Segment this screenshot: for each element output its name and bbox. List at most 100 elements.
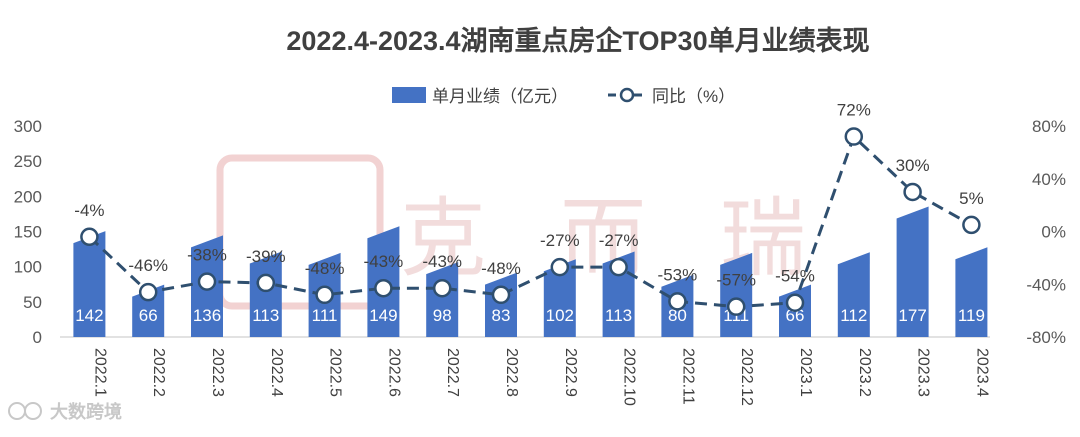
- bar: [955, 247, 988, 337]
- x-tick-label: 2022.2: [150, 348, 167, 397]
- yoy-label: -48%: [305, 259, 345, 278]
- bar-value-label: 102: [546, 306, 574, 325]
- bar: [132, 284, 165, 337]
- y-left-tick: 0: [33, 328, 42, 347]
- yoy-marker: [903, 182, 922, 202]
- yoy-labels: -4%-46%-38% -39%-48% -43% -43% -48%-27% -27%-…: [74, 101, 983, 290]
- yoy-marker: [491, 285, 511, 305]
- x-tick-label: 2022.8: [503, 348, 520, 397]
- bar-value-label: 80: [668, 306, 687, 325]
- yoy-marker: [844, 127, 864, 146]
- brand-name: 大数跨境: [50, 401, 122, 422]
- bar-value-label: 113: [252, 306, 279, 325]
- x-tick-label: 2022.7: [444, 348, 461, 397]
- legend-bar-label: 单月业绩（亿元）: [432, 87, 568, 106]
- yoy-label: -43%: [422, 252, 462, 271]
- bar-value-label: 119: [958, 306, 985, 325]
- yoy-label: -57%: [716, 271, 756, 290]
- y-left-tick: 150: [14, 223, 42, 242]
- yoy-label: -54%: [775, 267, 815, 286]
- x-tick-label: 2022.6: [385, 348, 402, 397]
- x-tick-label: 2023.2: [856, 348, 873, 397]
- yoy-marker: [609, 257, 628, 277]
- y-axis-right: -80% -40% 0% 40% 80%: [1026, 117, 1066, 347]
- yoy-marker: [432, 278, 452, 298]
- x-tick-label: 2022.4: [268, 348, 285, 397]
- bar-value-label: 113: [605, 306, 632, 325]
- yoy-marker: [668, 292, 687, 311]
- y-left-tick: 250: [14, 152, 42, 171]
- brand-logo: 大数跨境: [8, 401, 122, 422]
- legend-bar-swatch: [392, 87, 426, 103]
- yoy-label: -43%: [364, 252, 404, 271]
- yoy-label: -39%: [246, 247, 286, 266]
- yoy-marker: [315, 285, 334, 305]
- yoy-marker: [374, 278, 393, 298]
- y-axis-left: 0 50 100 150 200 250 300: [14, 117, 42, 347]
- chart-title: 2022.4-2023.4湖南重点房企TOP30单月业绩表现: [286, 25, 869, 56]
- yoy-marker: [785, 293, 805, 312]
- watermark-logo-frame: [216, 154, 384, 310]
- bar: [543, 259, 576, 337]
- y-right-tick: -40%: [1026, 275, 1066, 294]
- yoy-label: 30%: [896, 156, 930, 175]
- bar-value-label: 136: [193, 306, 221, 325]
- bar-value-label: 66: [786, 306, 805, 325]
- legend-line-label: 同比（%）: [652, 87, 735, 106]
- bar-value-label: 112: [840, 306, 867, 325]
- y-left-tick: 300: [14, 117, 42, 136]
- yoy-label: -38%: [187, 246, 227, 265]
- yoy-marker: [550, 257, 570, 277]
- x-tick-label: 2023.1: [797, 348, 814, 397]
- yoy-label: -48%: [481, 259, 521, 278]
- yoy-label: -53%: [658, 265, 698, 284]
- legend-line-marker: [619, 87, 635, 103]
- yoy-label: 5%: [959, 189, 984, 208]
- brand-icon-2: [24, 402, 42, 420]
- yoy-marker: [726, 297, 746, 316]
- x-tick-label: 2022.9: [562, 348, 579, 397]
- bar-series: [73, 206, 988, 337]
- y-right-tick: 80%: [1032, 117, 1066, 136]
- x-tick-label: 2022.12: [738, 348, 755, 406]
- bar-value-label: 83: [492, 306, 511, 325]
- y-left-tick: 50: [23, 293, 42, 312]
- bar: [249, 251, 282, 337]
- x-tick-label: 2022.1: [91, 348, 108, 397]
- bar-value-label: 98: [433, 306, 452, 325]
- x-tick-label: 2023.4: [973, 348, 990, 397]
- y-left-tick: 200: [14, 187, 42, 206]
- yoy-label: -27%: [540, 231, 580, 250]
- x-tick-label: 2022.3: [209, 348, 226, 397]
- yoy-label: -46%: [128, 256, 168, 275]
- yoy-marker: [256, 273, 276, 293]
- yoy-marker: [197, 272, 217, 291]
- y-right-tick: 40%: [1032, 170, 1066, 189]
- bar-value-label: 149: [369, 306, 397, 325]
- brand-icon: [8, 402, 26, 420]
- bar: [73, 231, 106, 337]
- x-tick-label: 2022.5: [327, 348, 344, 397]
- x-tick-label: 2023.3: [915, 348, 932, 397]
- bar: [896, 206, 929, 337]
- y-left-tick: 100: [14, 258, 42, 277]
- yoy-marker: [962, 215, 981, 235]
- bar-value-label: 111: [312, 306, 338, 325]
- bar-value-label: 66: [139, 306, 158, 325]
- y-right-tick: 0%: [1041, 223, 1066, 242]
- bar: [837, 252, 870, 337]
- y-right-tick: -80%: [1026, 328, 1066, 347]
- bar-value-labels: 1426613611311114998831021138011166112177…: [75, 306, 985, 325]
- yoy-label: 72%: [837, 101, 871, 120]
- bar-value-label: 142: [75, 306, 103, 325]
- yoy-label: -27%: [599, 231, 639, 250]
- yoy-label: -4%: [74, 201, 104, 220]
- bar: [720, 252, 753, 337]
- bar-value-label: 177: [898, 306, 926, 325]
- x-tick-label: 2022.10: [621, 348, 638, 406]
- bar: [485, 272, 517, 337]
- x-axis-ticks: 2022.1 2022.2 2022.3 2022.4 2022.5 2022.6 2022…: [91, 348, 990, 406]
- x-tick-label: 2022.11: [679, 348, 696, 405]
- yoy-marker: [80, 227, 99, 247]
